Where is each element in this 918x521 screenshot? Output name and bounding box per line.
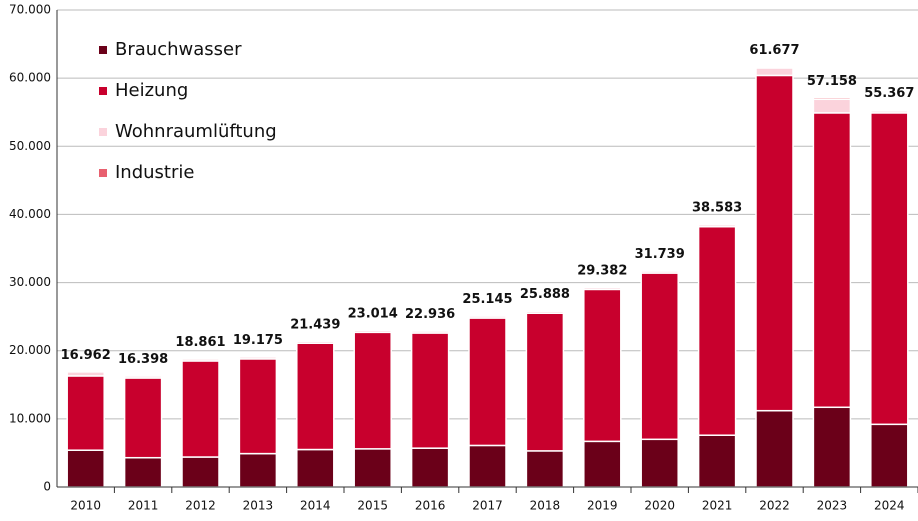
bar-segment <box>756 411 793 487</box>
total-label: 38.583 <box>692 201 742 216</box>
bar-segment <box>871 424 908 487</box>
bar-segment <box>699 224 736 225</box>
bar-segment <box>297 343 334 449</box>
x-tick-label: 2014 <box>300 499 331 513</box>
bar-segment <box>125 458 162 487</box>
y-tick-label: 30.000 <box>9 275 51 289</box>
bar-segment <box>182 457 219 487</box>
bar-segment <box>125 375 162 376</box>
x-tick-label: 2020 <box>644 499 675 513</box>
bar-segment <box>67 450 104 487</box>
total-label: 21.439 <box>290 317 340 332</box>
x-tick-label: 2021 <box>702 499 733 513</box>
total-label: 29.382 <box>577 263 627 278</box>
total-label: 25.888 <box>520 287 570 302</box>
bar-segment <box>125 378 162 458</box>
bar-segment <box>756 75 793 410</box>
total-label: 23.014 <box>348 307 398 322</box>
bar-segment <box>813 99 850 113</box>
bar-segment <box>469 318 506 445</box>
bar-segment <box>584 287 621 288</box>
bar-segment <box>526 311 563 312</box>
legend-label: Heizung <box>115 80 188 101</box>
total-label: 19.175 <box>233 333 283 348</box>
bar-segment <box>354 449 391 487</box>
bar-segment <box>641 273 678 439</box>
bar-segment <box>239 356 276 357</box>
total-label: 61.677 <box>749 43 799 58</box>
legend-swatch <box>99 128 107 136</box>
x-tick-label: 2022 <box>759 499 790 513</box>
x-tick-label: 2023 <box>817 499 848 513</box>
bar-segment <box>699 227 736 436</box>
total-label: 31.739 <box>635 247 685 262</box>
y-tick-label: 70.000 <box>9 3 51 17</box>
x-tick-label: 2018 <box>530 499 561 513</box>
x-tick-label: 2013 <box>243 499 274 513</box>
y-tick-label: 50.000 <box>9 139 51 153</box>
total-label: 57.158 <box>807 74 857 89</box>
legend-label: Industrie <box>115 162 194 183</box>
bar-segment <box>239 454 276 487</box>
total-label: 25.145 <box>462 292 512 307</box>
bar-segment <box>412 333 449 448</box>
x-tick-label: 2017 <box>472 499 503 513</box>
x-tick-label: 2015 <box>357 499 388 513</box>
y-tick-label: 40.000 <box>9 207 51 221</box>
bar-segment <box>182 361 219 457</box>
bar-segment <box>412 448 449 487</box>
total-label: 16.398 <box>118 352 168 367</box>
total-label: 55.367 <box>864 86 914 101</box>
x-tick-label: 2010 <box>70 499 101 513</box>
bar-segment <box>469 445 506 487</box>
x-tick-label: 2016 <box>415 499 446 513</box>
total-label: 18.861 <box>175 335 225 350</box>
legend-label: Brauchwasser <box>115 39 242 60</box>
x-tick-label: 2024 <box>874 499 905 513</box>
y-tick-label: 0 <box>43 480 51 494</box>
legend-swatch <box>99 46 107 54</box>
legend-swatch <box>99 87 107 95</box>
x-tick-label: 2012 <box>185 499 216 513</box>
bar-segment <box>871 110 908 111</box>
bar-segment <box>67 376 104 450</box>
bar-segment <box>526 451 563 487</box>
legend-label: Wohnraumlüftung <box>115 121 277 142</box>
bar-segment <box>756 68 793 75</box>
y-tick-label: 60.000 <box>9 71 51 85</box>
bar-segment <box>699 435 736 487</box>
bar-segment <box>584 289 621 441</box>
bar-segment <box>297 450 334 487</box>
bar-segment <box>584 441 621 487</box>
y-tick-label: 20.000 <box>9 343 51 357</box>
total-label: 16.962 <box>61 348 111 363</box>
bar-segment <box>813 407 850 487</box>
y-tick-label: 10.000 <box>9 411 51 425</box>
bar-segment <box>756 67 793 68</box>
legend-swatch <box>99 169 107 177</box>
bar-segment <box>526 313 563 451</box>
bar-segment <box>641 439 678 487</box>
bar-segment <box>871 113 908 424</box>
x-tick-label: 2011 <box>128 499 159 513</box>
total-label: 22.936 <box>405 307 455 322</box>
x-tick-label: 2019 <box>587 499 618 513</box>
bar-segment <box>354 332 391 449</box>
bar-segment <box>813 113 850 407</box>
bar-segment <box>813 98 850 100</box>
bar-segment <box>239 359 276 454</box>
